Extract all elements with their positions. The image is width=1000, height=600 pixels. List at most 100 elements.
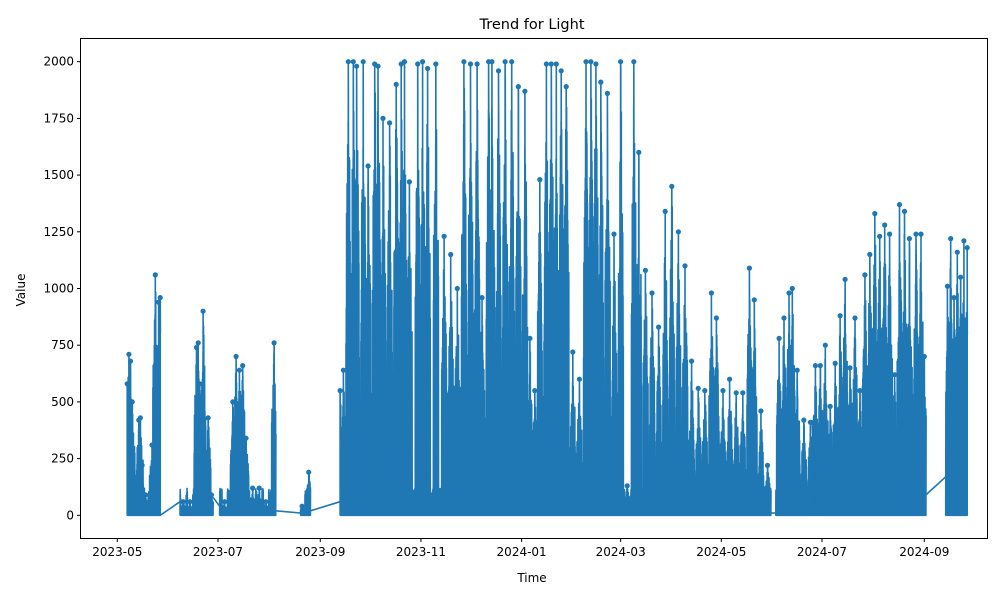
data-point-6-5	[669, 183, 675, 189]
data-point-1-10	[149, 442, 155, 448]
data-point-5-7	[365, 163, 371, 169]
data-point-5-47	[598, 79, 604, 85]
data-point-5-36	[537, 177, 543, 183]
data-point-6-3	[656, 324, 662, 330]
data-point-5-26	[479, 295, 485, 301]
y-axis-title: Value	[14, 274, 28, 307]
data-point-2-6	[200, 308, 206, 314]
data-point-8-14	[877, 233, 883, 239]
data-point-6-8	[689, 358, 695, 364]
data-point-5-15	[406, 179, 412, 185]
data-point-1-8	[139, 462, 145, 468]
series-segment-9	[944, 237, 969, 517]
data-point-3-10	[271, 340, 277, 346]
series-segment-6	[641, 185, 772, 517]
data-point-7-1	[776, 335, 782, 341]
data-point-8-23	[921, 353, 927, 360]
data-point-9-2	[948, 236, 954, 242]
data-point-9-3	[951, 295, 957, 301]
data-point-5-43	[576, 376, 583, 382]
data-point-5-48	[604, 90, 611, 96]
data-point-3-5	[240, 363, 246, 369]
data-point-5-41	[563, 84, 569, 90]
data-point-5-42	[570, 349, 576, 355]
x-tick-label-2: 2023-07	[193, 545, 243, 559]
data-point-5-25	[474, 61, 480, 67]
data-point-2-8	[208, 492, 214, 498]
data-point-5-32	[515, 84, 521, 90]
data-point-1-11	[152, 272, 158, 278]
data-point-5-37	[543, 61, 550, 67]
data-point-5-16	[415, 61, 421, 67]
y-tick-label-2: 250	[51, 452, 74, 466]
data-point-6-18	[751, 297, 757, 303]
gap-connector-1	[159, 501, 181, 516]
peak-markers-4	[299, 469, 312, 509]
data-point-5-45	[588, 59, 594, 65]
data-point-5-29	[495, 68, 502, 74]
data-point-5-52	[631, 59, 637, 65]
data-point-5-6	[360, 59, 366, 65]
data-point-1-7	[137, 415, 143, 421]
data-point-8-22	[918, 231, 924, 237]
data-point-8-18	[896, 202, 903, 208]
data-point-5-2	[340, 367, 346, 373]
data-point-8-19	[901, 208, 908, 214]
x-tick-label-4: 2023-11	[396, 545, 446, 559]
data-point-5-30	[502, 59, 508, 65]
data-point-5-9	[375, 63, 381, 69]
data-point-6-9	[695, 385, 701, 391]
data-point-8-21	[913, 231, 919, 237]
y-tick-label-5: 1000	[43, 282, 74, 296]
data-point-5-12	[393, 81, 399, 87]
data-point-8-5	[832, 360, 838, 366]
data-point-5-40	[558, 68, 564, 74]
data-point-6-10	[702, 388, 708, 394]
data-point-5-22	[454, 285, 460, 292]
data-point-6-7	[682, 263, 688, 269]
data-point-1-12	[156, 299, 162, 305]
data-point-5-18	[425, 65, 431, 72]
data-point-5-14	[401, 59, 408, 65]
data-point-6-13	[720, 388, 726, 394]
data-point-3-8	[256, 485, 262, 491]
data-point-8-15	[882, 222, 888, 228]
data-point-9-5	[958, 274, 964, 280]
data-point-6-14	[727, 376, 733, 382]
data-point-2-3	[193, 344, 200, 351]
data-point-8-2	[817, 363, 823, 369]
data-point-7-3	[786, 290, 792, 296]
peak-markers-6	[642, 183, 771, 468]
y-tick-label-9: 2000	[43, 55, 74, 69]
data-point-5-5	[354, 63, 360, 69]
data-point-6-1	[642, 267, 649, 273]
series-segment-4	[299, 471, 312, 517]
x-tick-label-8: 2024-07	[797, 545, 847, 559]
data-point-9-7	[964, 245, 970, 251]
data-point-6-17	[746, 265, 753, 271]
data-point-5-44	[583, 59, 589, 65]
data-point-5-3	[345, 59, 351, 65]
data-point-5-11	[387, 120, 393, 126]
data-point-4-2	[306, 469, 312, 475]
gap-connector-6	[811, 420, 817, 514]
y-tick-label-7: 1500	[43, 168, 74, 182]
data-point-5-46	[593, 61, 599, 67]
y-tick-label-1: 0	[66, 508, 74, 522]
data-point-5-28	[489, 59, 495, 65]
series-segment-3	[218, 342, 277, 517]
peak-markers-3	[222, 340, 277, 505]
data-point-8-6	[837, 313, 843, 319]
x-tick-label-5: 2024-01	[497, 545, 547, 559]
series-segment-5	[339, 60, 643, 517]
data-point-5-33	[522, 88, 528, 94]
series-segment-7	[775, 287, 813, 517]
data-point-8-13	[872, 211, 878, 217]
x-tick-label-3: 2023-09	[295, 545, 345, 559]
data-point-4-1	[299, 503, 305, 509]
chart-title: Trend for Light	[478, 17, 584, 33]
data-point-5-1	[337, 388, 343, 394]
data-point-7-6	[801, 417, 807, 423]
data-point-1-9	[142, 492, 148, 498]
